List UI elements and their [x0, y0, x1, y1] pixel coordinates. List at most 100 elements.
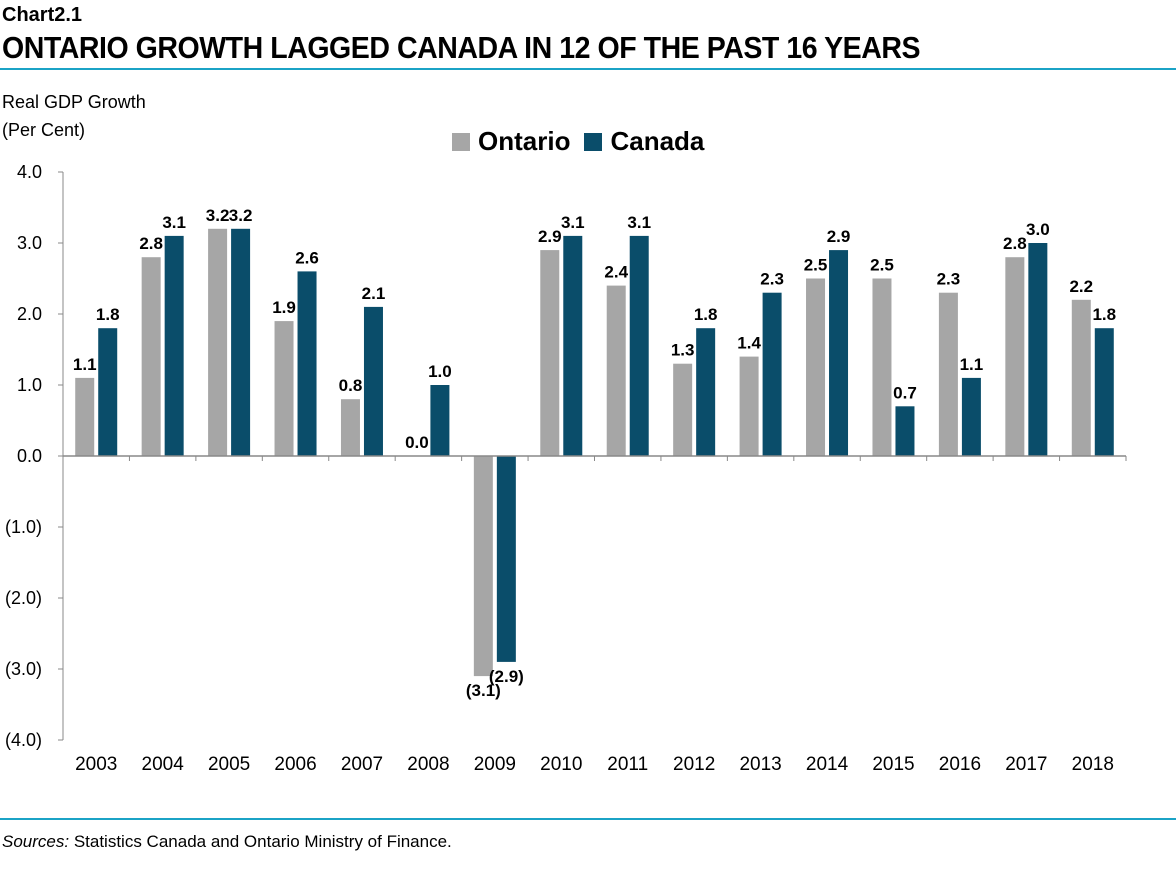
bar-canada	[98, 328, 118, 456]
x-tick-label: 2016	[939, 754, 981, 775]
bar-ontario	[540, 250, 560, 456]
chart-title: ONTARIO GROWTH LAGGED CANADA IN 12 OF TH…	[2, 30, 921, 65]
data-label-canada: 2.1	[362, 284, 386, 303]
x-tick-label: 2004	[142, 754, 185, 775]
x-tick-label: 2007	[341, 754, 383, 775]
bar-canada	[895, 406, 915, 456]
data-label-ontario: 2.5	[804, 256, 828, 275]
bar-ontario	[872, 278, 892, 456]
bar-canada	[1094, 328, 1114, 456]
bar-canada	[629, 235, 649, 456]
bar-ontario	[1071, 299, 1091, 456]
data-label-ontario: 2.9	[538, 227, 562, 246]
x-tick-label: 2017	[1005, 754, 1047, 775]
data-label-ontario: 1.3	[671, 341, 695, 360]
data-label-ontario: 3.2	[206, 206, 230, 225]
bar-ontario	[473, 456, 493, 677]
bar-ontario	[75, 377, 95, 456]
bar-canada	[496, 456, 516, 662]
data-label-ontario: 2.8	[1003, 234, 1027, 253]
bar-canada	[696, 328, 716, 456]
bar-canada	[231, 228, 251, 456]
sources-note: Sources: Statistics Canada and Ontario M…	[2, 832, 452, 852]
bar-canada	[762, 292, 782, 456]
data-label-ontario: 2.5	[870, 256, 894, 275]
bar-ontario	[806, 278, 826, 456]
data-label-canada: 1.0	[428, 362, 452, 381]
data-label-ontario: 2.3	[937, 270, 961, 289]
x-tick-label: 2006	[274, 754, 316, 775]
data-label-ontario: 1.9	[272, 298, 296, 317]
x-tick-label: 2010	[540, 754, 582, 775]
x-tick-label: 2015	[872, 754, 914, 775]
x-tick-label: 2014	[806, 754, 849, 775]
bar-canada	[961, 377, 981, 456]
x-tick-label: 2013	[739, 754, 781, 775]
y-tick-label: 0.0	[17, 446, 42, 466]
data-label-ontario: 2.8	[139, 234, 163, 253]
bar-ontario	[606, 285, 626, 456]
x-tick-label: 2011	[607, 754, 648, 775]
data-label-canada: 0.7	[893, 383, 917, 402]
y-tick-label: 3.0	[17, 233, 42, 253]
x-tick-label: 2009	[474, 754, 516, 775]
x-tick-label: 2012	[673, 754, 715, 775]
bar-ontario	[340, 399, 360, 456]
y-tick-label: 1.0	[17, 375, 42, 395]
data-label-canada: 1.8	[1092, 305, 1116, 324]
data-label-canada: 3.1	[162, 213, 186, 232]
y-tick-label: (3.0)	[5, 659, 42, 679]
sources-text: Statistics Canada and Ontario Ministry o…	[69, 832, 452, 851]
y-axis-label: Real GDP Growth (Per Cent)	[2, 88, 146, 144]
bar-ontario	[141, 257, 161, 456]
legend-swatch-ontario	[452, 132, 470, 151]
data-label-canada: (2.9)	[489, 667, 524, 686]
data-label-ontario: 0.0	[405, 433, 429, 452]
data-label-ontario: 1.4	[737, 334, 761, 353]
data-label-canada: 3.0	[1026, 220, 1050, 239]
bar-ontario	[208, 228, 228, 456]
bar-ontario	[1005, 257, 1025, 456]
data-label-canada: 3.1	[627, 213, 651, 232]
bar-canada	[430, 385, 450, 456]
bar-ontario	[274, 321, 294, 456]
title-rule	[0, 68, 1176, 70]
bar-canada	[563, 235, 583, 456]
legend-swatch-canada	[584, 132, 603, 151]
bar-canada	[363, 306, 383, 456]
bar-chart: 4.0 3.0 2.0 1.0 0.0 (1.0) (2.0) (3.0) (4.0) 1.1 1.…	[5, 162, 1127, 775]
data-label-canada: 3.1	[561, 213, 585, 232]
data-label-canada: 1.8	[96, 305, 120, 324]
data-label-canada: 2.6	[295, 248, 319, 267]
legend: Ontario Canada	[452, 126, 718, 157]
data-label-ontario: 2.4	[604, 263, 628, 282]
data-label-canada: 2.3	[760, 270, 784, 289]
y-axis-label-line2: (Per Cent)	[2, 120, 86, 140]
sources-label: Sources:	[2, 832, 70, 851]
x-tick-label: 2008	[407, 754, 449, 775]
data-label-canada: 2.9	[827, 227, 851, 246]
y-axis-label-line1: Real GDP Growth	[2, 92, 146, 112]
x-tick-label: 2005	[208, 754, 250, 775]
footer-rule	[0, 818, 1176, 820]
legend-item-ontario: Ontario	[452, 126, 570, 157]
data-label-ontario: (3.1)	[466, 681, 501, 700]
data-label-ontario: 1.1	[73, 355, 97, 374]
bar-ontario	[938, 292, 958, 456]
x-tick-label: 2018	[1072, 754, 1114, 775]
data-label-canada: 1.1	[960, 355, 984, 374]
data-label-canada: 1.8	[694, 305, 718, 324]
y-tick-label: 4.0	[17, 162, 42, 182]
legend-label-canada: Canada	[610, 126, 705, 156]
y-tick-label: 2.0	[17, 304, 42, 324]
bar-ontario	[673, 363, 693, 456]
chart-number: Chart2.1	[2, 4, 83, 26]
y-tick-label: (1.0)	[5, 517, 42, 537]
y-tick-label: (2.0)	[5, 588, 42, 608]
data-label-ontario: 2.2	[1069, 277, 1093, 296]
bar-canada	[829, 250, 849, 456]
data-label-canada: 3.2	[229, 206, 253, 225]
bar-canada	[1028, 243, 1048, 456]
data-label-ontario: 0.8	[339, 376, 363, 395]
bar-canada	[164, 235, 184, 456]
